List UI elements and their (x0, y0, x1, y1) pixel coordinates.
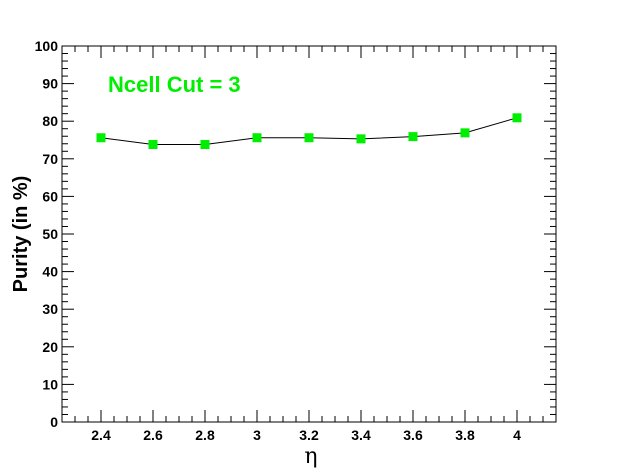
x-tick-label: 3 (253, 427, 261, 443)
x-tick-label: 2.6 (143, 427, 163, 443)
y-tick-label: 0 (50, 414, 58, 430)
x-tick-label: 2.4 (91, 427, 111, 443)
x-axis-ticks: 2.4 2.6 2.8 3 3.2 3.4 3.6 3.8 4 (61, 46, 557, 443)
series-points-group (96, 113, 522, 150)
x-tick-label: 2.8 (195, 427, 215, 443)
data-point (356, 134, 366, 144)
x-tick-label: 3.4 (351, 427, 371, 443)
y-tick-label: 100 (35, 38, 59, 54)
x-tick-label: 3.8 (455, 427, 475, 443)
x-tick-label: 3.2 (299, 427, 319, 443)
chart-annotation: Ncell Cut = 3 (108, 72, 241, 97)
y-tick-label: 60 (42, 188, 58, 204)
data-point (408, 132, 418, 142)
data-point (148, 140, 158, 150)
x-axis-title: η (304, 444, 317, 469)
x-tick-label: 3.6 (403, 427, 423, 443)
y-tick-label: 90 (42, 76, 58, 92)
y-tick-label: 50 (42, 226, 58, 242)
data-point (200, 140, 210, 150)
y-tick-label: 30 (42, 301, 58, 317)
y-tick-label: 20 (42, 339, 58, 355)
y-tick-label: 70 (42, 151, 58, 167)
y-tick-label: 80 (42, 113, 58, 129)
x-tick-label: 4 (513, 427, 521, 443)
data-point (304, 133, 314, 143)
data-point (512, 113, 522, 123)
data-point (460, 128, 470, 138)
y-axis-ticks: 0 10 20 30 40 50 60 70 80 90 100 (35, 38, 556, 430)
data-point (96, 133, 106, 143)
y-tick-label: 40 (42, 264, 58, 280)
data-point (252, 133, 262, 143)
plot-frame (61, 45, 557, 423)
y-axis-title: Purity (in %) (10, 176, 32, 293)
y-tick-label: 10 (42, 376, 58, 392)
